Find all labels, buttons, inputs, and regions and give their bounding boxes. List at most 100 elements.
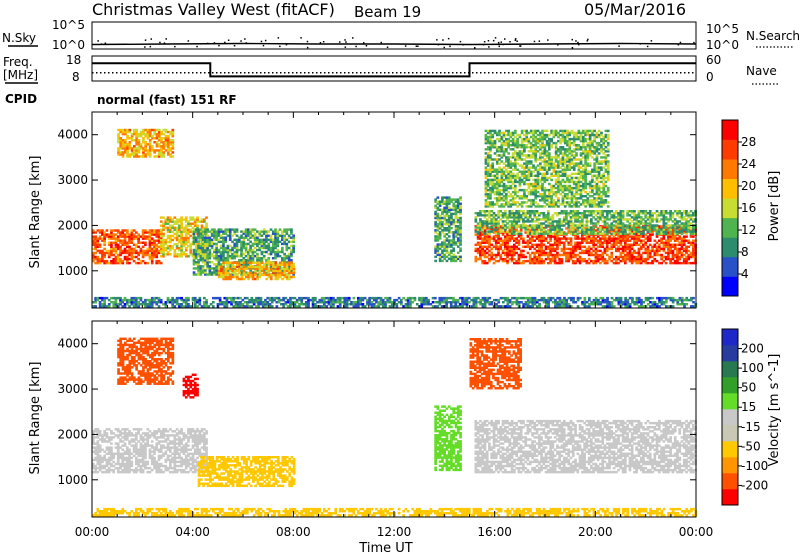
heatmap-cell [541,197,544,200]
nsky-frame [91,21,697,50]
heatmap-cell [249,228,252,231]
heatmap-cell [523,174,526,178]
heatmap-cell [576,228,580,231]
heatmap-cell [596,232,600,235]
heatmap-cell [551,232,555,235]
heatmap-cell [445,239,449,242]
heatmap-cell [526,210,530,213]
heatmap-cell [116,239,120,242]
heatmap-cell [493,176,497,180]
heatmap-cell [117,132,120,136]
heatmap-cell [536,133,540,137]
heatmap-cell [601,251,605,255]
heatmap-cell [251,257,255,260]
heatmap-cell [494,247,498,251]
heatmap-cell [524,231,528,234]
heatmap-cell [542,232,546,235]
heatmap-cell [678,249,682,253]
heatmap-cell [594,261,598,265]
heatmap-cell [669,232,672,235]
heatmap-cell [491,203,495,206]
heatmap-cell [513,212,516,215]
heatmap-cell [610,232,614,235]
heatmap-cell [543,152,547,155]
heatmap-cell [671,261,675,265]
heatmap-cell [578,224,582,227]
heatmap-cell [610,237,614,240]
heatmap-cell [505,176,508,180]
heatmap-cell [153,255,156,259]
heatmap-cell [578,241,582,244]
heatmap-cell [534,141,538,145]
heatmap-cell [574,241,577,244]
heatmap-cell [534,186,538,190]
heatmap-cell [208,244,212,248]
heatmap-cell [242,257,246,260]
heatmap-cell [544,257,548,261]
heatmap-cell [525,156,529,159]
heatmap-cell [146,153,150,156]
heatmap-cell [219,246,223,250]
heatmap-cell [267,244,271,248]
heatmap-cell [290,259,293,262]
heatmap-cell [219,244,223,248]
heatmap-cell [489,166,492,169]
heatmap-cell [98,231,102,234]
heatmap-cell [92,229,95,232]
heatmap-cell [511,144,515,147]
heatmap-cell [173,220,177,223]
heatmap-cell [164,141,168,144]
heatmap-cell [251,267,255,270]
heatmap-cell [194,263,198,266]
heatmap-cell [162,255,165,258]
heatmap-cell [689,255,693,259]
heatmap-cell [495,186,499,190]
heatmap-cell [587,237,591,240]
heatmap-cell [474,247,478,251]
heatmap-cell [240,242,243,246]
heatmap-cell [287,246,291,250]
heatmap-cell [201,236,205,239]
heatmap-cell [121,259,125,263]
heatmap-cell [148,257,152,261]
heatmap-cell [637,243,641,247]
heatmap-cell [278,240,282,244]
heatmap-cell [197,261,200,264]
heatmap-cell [135,134,138,138]
heatmap-cell [137,139,141,142]
heatmap-cell [612,241,616,244]
heatmap-cell [452,222,456,226]
heatmap-cell [667,212,670,215]
heatmap-cell [526,218,530,221]
heatmap-cell [197,254,200,258]
heatmap-cell [501,224,505,227]
heatmap-cell [545,162,549,165]
heatmap-cell [540,224,543,227]
heatmap-cell [148,245,152,249]
heatmap-cell [210,252,214,256]
heatmap-cell [124,139,127,142]
heatmap-cell [560,257,564,261]
heatmap-cell [479,233,482,236]
heatmap-cell [678,212,682,215]
heatmap-cell [492,212,496,215]
heatmap-cell [208,265,212,268]
heatmap-cell [290,271,293,275]
heatmap-cell [189,228,193,232]
heatmap-cell [541,174,544,178]
heatmap-cell [162,228,165,232]
heatmap-cell [687,253,691,257]
heatmap-cell [509,184,513,188]
heatmap-cell [146,231,150,234]
heatmap-cell [498,137,501,141]
heatmap-cell [132,249,136,253]
heatmap-cell [648,230,652,233]
heatmap-cell [485,222,489,225]
heatmap-cell [213,236,216,239]
heatmap-cell [515,232,518,235]
heatmap-cell [669,251,672,255]
heatmap-cell [244,248,248,252]
heatmap-cell [441,202,444,205]
heatmap-cell [587,261,591,265]
heatmap-cell [249,230,252,233]
